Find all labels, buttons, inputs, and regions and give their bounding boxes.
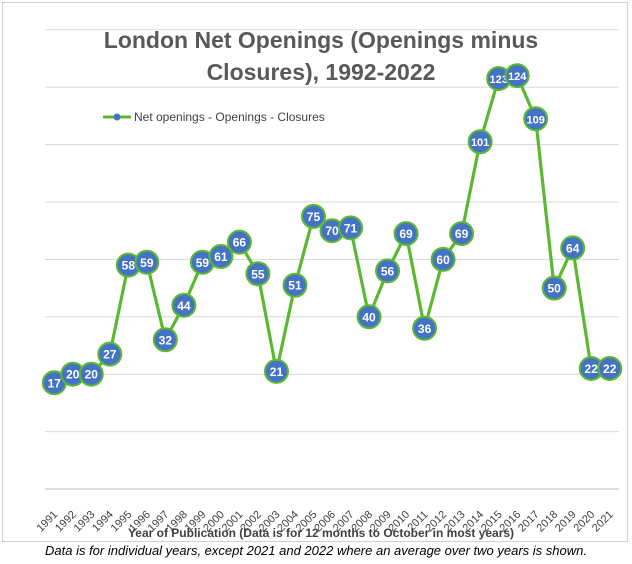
data-point — [467, 129, 493, 155]
data-label: 60 — [436, 253, 450, 267]
data-label: 50 — [548, 282, 562, 296]
data-point — [152, 327, 178, 353]
data-label: 64 — [566, 241, 580, 255]
data-point — [245, 261, 271, 287]
data-label: 70 — [325, 224, 339, 238]
data-label: 21 — [270, 365, 284, 379]
data-point — [134, 249, 160, 275]
data-label: 59 — [196, 256, 210, 270]
x-axis-title: Year of Publication (Data is for 12 mont… — [128, 526, 514, 540]
data-point — [282, 272, 308, 298]
data-point — [263, 358, 289, 384]
data-label: 40 — [362, 310, 376, 324]
data-point — [375, 258, 401, 284]
data-label: 51 — [288, 279, 302, 293]
data-label: 75 — [307, 210, 321, 224]
data-label: 27 — [103, 348, 117, 362]
data-point — [430, 246, 456, 272]
data-label: 32 — [159, 333, 173, 347]
data-points: 17 20 20 27 58 59 32 44 59 61 66 55 21 51 75 70 71 40 56 69… — [41, 63, 623, 396]
data-point — [393, 221, 419, 247]
x-tick-label: 2021 — [590, 509, 616, 535]
data-point — [523, 106, 549, 132]
chart-title: London Net Openings (Openings minus Closu… — [104, 27, 538, 85]
data-point — [449, 221, 475, 247]
data-label: 44 — [177, 299, 191, 313]
chart-title-line: Closures), 1992-2022 — [207, 59, 436, 85]
data-label: 69 — [455, 227, 469, 241]
data-point — [597, 355, 623, 381]
data-point — [338, 215, 364, 241]
data-label: 20 — [85, 368, 99, 382]
chart-svg: London Net Openings (Openings minus Closu… — [35, 27, 623, 540]
data-point — [226, 229, 252, 255]
data-point — [171, 292, 197, 318]
data-label: 20 — [66, 368, 80, 382]
data-label: 61 — [214, 250, 228, 264]
data-point — [356, 304, 382, 330]
data-point — [560, 235, 586, 261]
data-label: 36 — [418, 322, 432, 336]
data-point — [541, 275, 567, 301]
data-label: 123 — [489, 74, 507, 86]
footnote: Data is for individual years, except 202… — [45, 543, 587, 558]
data-label: 66 — [233, 236, 247, 250]
data-label: 71 — [344, 221, 358, 235]
data-label: 22 — [585, 362, 599, 376]
data-point — [504, 63, 530, 89]
data-label: 59 — [140, 256, 154, 270]
data-point — [300, 203, 326, 229]
legend-marker-swatch — [113, 113, 121, 121]
chart-frame: London Net Openings (Openings minus Closu… — [2, 2, 628, 542]
data-label: 58 — [122, 259, 136, 273]
data-label: 69 — [399, 227, 413, 241]
data-label: 124 — [508, 71, 527, 83]
data-point — [412, 315, 438, 341]
data-label: 55 — [251, 267, 265, 281]
data-point — [97, 341, 123, 367]
data-point — [78, 361, 104, 387]
data-label: 56 — [381, 264, 395, 278]
data-label: 109 — [526, 114, 544, 126]
data-point — [208, 244, 234, 270]
legend: Net openings - Openings - Closures — [103, 110, 325, 124]
chart-title-line: London Net Openings (Openings minus — [104, 27, 538, 53]
legend-label: Net openings - Openings - Closures — [134, 110, 325, 124]
data-label: 22 — [603, 362, 617, 376]
data-label: 101 — [471, 137, 489, 149]
data-label: 17 — [48, 376, 62, 390]
